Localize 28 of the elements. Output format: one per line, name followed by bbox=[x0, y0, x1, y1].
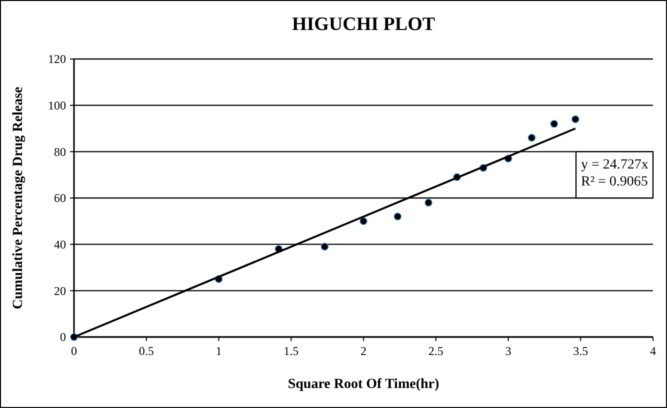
point bbox=[394, 212, 402, 220]
x-tick-label: 0.5 bbox=[138, 344, 154, 358]
y-tick-label: 40 bbox=[54, 238, 66, 252]
x-tick-label: 2 bbox=[360, 344, 366, 358]
y-tick-label: 120 bbox=[48, 52, 66, 66]
x-tick-label: 3.5 bbox=[573, 344, 588, 358]
x-tick-label: 0 bbox=[71, 344, 77, 358]
y-tick-label: 20 bbox=[54, 284, 66, 298]
x-axis-title: Square Root Of Time(hr) bbox=[288, 377, 440, 392]
y-axis-title: Cumulative Percentage Drug Release bbox=[11, 86, 26, 310]
x-tick-label: 2.5 bbox=[428, 344, 444, 358]
y-tick-label: 80 bbox=[54, 144, 66, 159]
point bbox=[360, 217, 368, 226]
point bbox=[550, 120, 558, 128]
x-tick-label: 4 bbox=[650, 344, 656, 358]
point bbox=[424, 198, 432, 207]
annotation: R² = 0.9065 bbox=[581, 174, 648, 190]
x-tick-label: 1.5 bbox=[284, 344, 299, 358]
x-tick-label: 3 bbox=[505, 344, 512, 358]
x-tick-label: 1 bbox=[216, 344, 222, 358]
y-tick-label: 60 bbox=[54, 191, 66, 206]
point bbox=[572, 115, 580, 124]
point bbox=[528, 134, 536, 142]
annotation: y = 24.727x bbox=[581, 158, 648, 173]
y-tick-label: 0 bbox=[60, 330, 66, 344]
point bbox=[320, 242, 329, 251]
chart-title: HIGUCHI PLOT bbox=[292, 14, 436, 35]
y-tick-label: 100 bbox=[48, 98, 66, 113]
